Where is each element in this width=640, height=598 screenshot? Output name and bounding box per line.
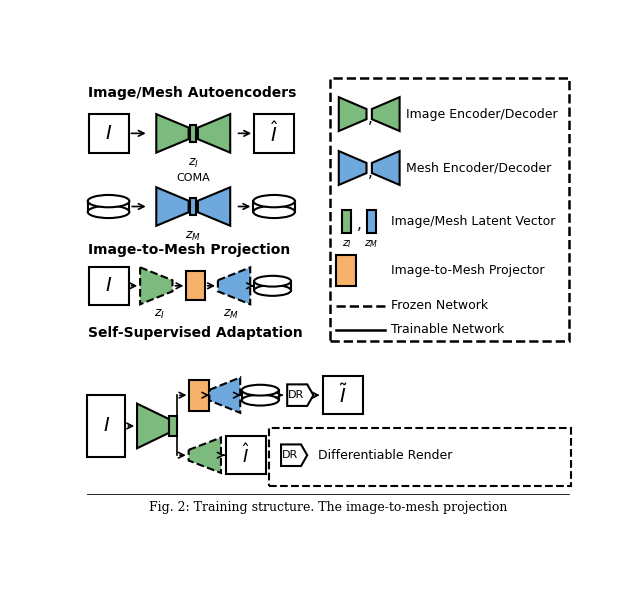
Text: Image-to-Mesh Projection: Image-to-Mesh Projection: [88, 243, 290, 257]
Ellipse shape: [88, 195, 129, 208]
Bar: [190, 125, 196, 142]
Bar: [189, 380, 209, 411]
Text: $\hat{M}$: $\hat{M}$: [266, 196, 282, 220]
Polygon shape: [218, 267, 250, 304]
Text: $\tilde{I}$: $\tilde{I}$: [339, 383, 348, 407]
Bar: [323, 376, 364, 414]
Polygon shape: [339, 151, 367, 185]
Text: $z_I$: $z_I$: [342, 238, 351, 250]
Text: Image/Mesh Latent Vector: Image/Mesh Latent Vector: [391, 215, 556, 228]
Polygon shape: [372, 151, 399, 185]
Text: Image-to-Mesh Projector: Image-to-Mesh Projector: [391, 264, 545, 277]
Polygon shape: [198, 114, 230, 152]
Polygon shape: [372, 97, 399, 131]
Polygon shape: [156, 187, 189, 226]
Bar: [254, 281, 291, 291]
Text: ,: ,: [356, 218, 361, 233]
Ellipse shape: [242, 385, 279, 395]
Bar: [225, 436, 266, 474]
Text: $\hat{I}$: $\hat{I}$: [270, 121, 278, 146]
Bar: [337, 255, 356, 286]
Text: Self-Supervised Adaptation: Self-Supervised Adaptation: [88, 326, 303, 340]
Ellipse shape: [254, 276, 291, 286]
Bar: [88, 267, 129, 305]
Polygon shape: [287, 385, 314, 406]
Text: Frozen Network: Frozen Network: [391, 300, 488, 312]
Text: Image Encoder/Decoder: Image Encoder/Decoder: [406, 108, 557, 121]
Ellipse shape: [253, 195, 295, 208]
Text: $I$: $I$: [102, 416, 110, 435]
Polygon shape: [140, 267, 172, 304]
Ellipse shape: [88, 206, 129, 218]
Bar: [190, 198, 196, 215]
Polygon shape: [209, 377, 240, 413]
Bar: [87, 395, 125, 457]
Text: $I$: $I$: [105, 276, 112, 295]
Bar: [186, 271, 205, 300]
Polygon shape: [281, 444, 307, 466]
Text: DR: DR: [282, 450, 298, 460]
Polygon shape: [198, 187, 230, 226]
Bar: [342, 210, 351, 233]
Bar: [330, 78, 569, 341]
Text: ,: ,: [368, 165, 373, 180]
Text: DR: DR: [288, 390, 305, 400]
Text: $\hat{M}$: $\hat{M}$: [253, 386, 268, 408]
Bar: [242, 390, 279, 400]
Text: $\hat{M}$: $\hat{M}$: [265, 276, 280, 298]
Bar: [367, 210, 376, 233]
Text: Trainable Network: Trainable Network: [391, 323, 504, 336]
Text: $I$: $I$: [105, 124, 112, 143]
Polygon shape: [137, 404, 170, 448]
Text: COMA: COMA: [177, 173, 210, 184]
Text: Image/Mesh Autoencoders: Image/Mesh Autoencoders: [88, 86, 296, 100]
Bar: [88, 201, 129, 212]
Ellipse shape: [242, 395, 279, 405]
Polygon shape: [156, 114, 189, 152]
Bar: [170, 416, 177, 435]
Text: Differentiable Render: Differentiable Render: [318, 448, 452, 462]
Text: $z_M$: $z_M$: [223, 308, 239, 321]
Text: $M$: $M$: [100, 199, 116, 217]
Bar: [269, 428, 570, 486]
Ellipse shape: [254, 285, 291, 296]
Text: ,: ,: [368, 111, 373, 126]
Bar: [88, 114, 129, 152]
Bar: [253, 201, 295, 212]
Text: $z_M$: $z_M$: [364, 238, 378, 250]
Bar: [254, 114, 294, 152]
Polygon shape: [339, 97, 367, 131]
Text: $\hat{I}$: $\hat{I}$: [242, 443, 250, 467]
Ellipse shape: [253, 206, 295, 218]
Text: $z_M$: $z_M$: [186, 230, 201, 243]
Text: $z_I$: $z_I$: [188, 157, 198, 170]
Text: Fig. 2: Training structure. The image-to-mesh projection: Fig. 2: Training structure. The image-to…: [149, 501, 507, 514]
Text: $z_I$: $z_I$: [154, 308, 165, 321]
Polygon shape: [189, 438, 221, 473]
Text: Mesh Encoder/Decoder: Mesh Encoder/Decoder: [406, 161, 551, 175]
